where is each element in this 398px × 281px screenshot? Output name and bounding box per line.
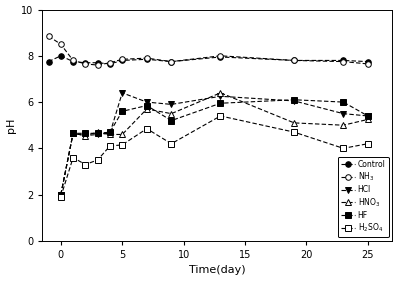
H$_2$SO$_4$	[120, 143, 125, 147]
HCl	[341, 112, 346, 115]
H$_2$SO$_4$	[218, 114, 223, 118]
HNO$_3$	[169, 112, 174, 115]
Line: HCl: HCl	[58, 90, 371, 197]
Line: HF: HF	[58, 97, 371, 197]
Control	[292, 59, 297, 62]
Control	[95, 61, 100, 64]
Control	[218, 55, 223, 59]
HNO$_3$	[341, 124, 346, 127]
H$_2$SO$_4$	[107, 144, 112, 148]
HCl	[144, 100, 149, 104]
Control	[365, 60, 370, 63]
Line: Control: Control	[46, 53, 371, 67]
H$_2$SO$_4$	[169, 142, 174, 145]
H$_2$SO$_4$	[341, 147, 346, 150]
H$_2$SO$_4$	[292, 130, 297, 134]
HF	[169, 119, 174, 122]
NH$_3$	[107, 61, 112, 64]
HF	[95, 132, 100, 135]
HCl	[218, 95, 223, 98]
NH$_3$	[341, 60, 346, 63]
NH$_3$	[59, 42, 63, 46]
Line: HNO$_3$: HNO$_3$	[58, 90, 371, 197]
HNO$_3$	[59, 193, 63, 196]
HCl	[83, 134, 88, 137]
HCl	[59, 193, 63, 196]
NH$_3$	[218, 54, 223, 58]
H$_2$SO$_4$	[95, 158, 100, 162]
HCl	[95, 133, 100, 136]
HF	[83, 132, 88, 135]
H$_2$SO$_4$	[365, 142, 370, 145]
HCl	[169, 103, 174, 106]
HF	[218, 101, 223, 105]
Control	[46, 60, 51, 63]
HNO$_3$	[107, 133, 112, 136]
H$_2$SO$_4$	[71, 156, 76, 159]
Line: H$_2$SO$_4$: H$_2$SO$_4$	[58, 113, 371, 200]
HNO$_3$	[83, 134, 88, 137]
HCl	[365, 114, 370, 118]
HF	[59, 193, 63, 196]
HF	[71, 132, 76, 135]
NH$_3$	[365, 62, 370, 65]
HCl	[120, 91, 125, 94]
NH$_3$	[120, 58, 125, 61]
Control	[120, 59, 125, 62]
HNO$_3$	[95, 130, 100, 134]
HCl	[107, 132, 112, 135]
Control	[107, 62, 112, 65]
HCl	[292, 99, 297, 103]
Control	[59, 54, 63, 58]
Control	[83, 61, 88, 64]
H$_2$SO$_4$	[144, 127, 149, 130]
HF	[107, 130, 112, 134]
NH$_3$	[169, 60, 174, 63]
H$_2$SO$_4$	[83, 163, 88, 166]
NH$_3$	[46, 35, 51, 38]
Control	[341, 59, 346, 62]
Control	[169, 60, 174, 63]
Control	[71, 60, 76, 63]
NH$_3$	[144, 56, 149, 60]
HF	[292, 98, 297, 101]
Control	[144, 58, 149, 61]
NH$_3$	[83, 62, 88, 65]
HNO$_3$	[365, 118, 370, 121]
NH$_3$	[71, 59, 76, 62]
HNO$_3$	[71, 132, 76, 135]
Y-axis label: pH: pH	[6, 117, 16, 133]
HCl	[71, 132, 76, 135]
HF	[120, 110, 125, 113]
NH$_3$	[95, 64, 100, 67]
H$_2$SO$_4$	[59, 195, 63, 199]
Line: NH$_3$: NH$_3$	[46, 33, 371, 68]
Legend: Control, NH$_3$, HCl, HNO$_3$, HF, H$_2$SO$_4$: Control, NH$_3$, HCl, HNO$_3$, HF, H$_2$…	[338, 157, 388, 237]
HNO$_3$	[218, 91, 223, 94]
HNO$_3$	[292, 121, 297, 124]
X-axis label: Time(day): Time(day)	[189, 266, 246, 275]
HF	[365, 114, 370, 118]
HNO$_3$	[120, 133, 125, 136]
HF	[341, 100, 346, 104]
NH$_3$	[292, 59, 297, 62]
HNO$_3$	[144, 107, 149, 111]
HF	[144, 104, 149, 107]
